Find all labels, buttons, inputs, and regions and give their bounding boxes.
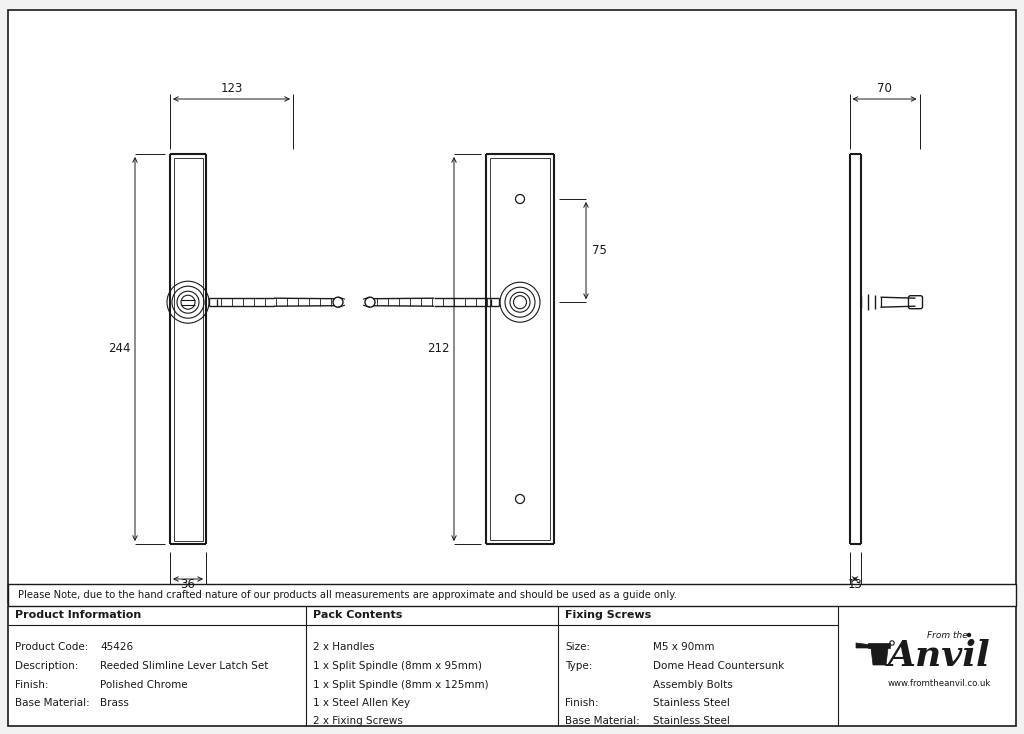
Text: Base Material:: Base Material: [565, 716, 640, 727]
Text: 13: 13 [848, 578, 862, 591]
Text: 2 x Handles: 2 x Handles [313, 642, 375, 653]
Text: Description:: Description: [15, 661, 79, 671]
Text: 1 x Split Spindle (8mm x 95mm): 1 x Split Spindle (8mm x 95mm) [313, 661, 482, 671]
Text: Pack Contents: Pack Contents [313, 611, 402, 620]
Text: Polished Chrome: Polished Chrome [100, 680, 187, 689]
Text: Reeded Slimline Lever Latch Set: Reeded Slimline Lever Latch Set [100, 661, 268, 671]
Text: Finish:: Finish: [565, 698, 598, 708]
Circle shape [515, 195, 524, 203]
Text: From the: From the [927, 631, 968, 641]
Text: 123: 123 [220, 82, 243, 95]
Text: 2 x Fixing Screws: 2 x Fixing Screws [313, 716, 402, 727]
Text: 70: 70 [878, 82, 892, 95]
Polygon shape [868, 643, 890, 648]
Text: Type:: Type: [565, 661, 592, 671]
FancyBboxPatch shape [908, 296, 923, 309]
Text: Fixing Screws: Fixing Screws [565, 611, 651, 620]
Bar [8, 584, 1016, 606]
Text: 36: 36 [180, 578, 196, 591]
Circle shape [333, 297, 343, 308]
Circle shape [365, 297, 375, 308]
Text: 1 x Split Spindle (8mm x 125mm): 1 x Split Spindle (8mm x 125mm) [313, 680, 488, 689]
Bar [8, 606, 1016, 726]
Text: Size:: Size: [565, 642, 590, 653]
Text: Product Code:: Product Code: [15, 642, 88, 653]
Text: Assembly Bolts: Assembly Bolts [653, 680, 733, 689]
Polygon shape [856, 643, 872, 648]
Text: Product Information: Product Information [15, 611, 141, 620]
Text: M5 x 90mm: M5 x 90mm [653, 642, 715, 653]
Text: Stainless Steel: Stainless Steel [653, 716, 730, 727]
Text: Finish:: Finish: [15, 680, 48, 689]
Circle shape [968, 633, 971, 636]
Circle shape [515, 495, 524, 504]
Text: Stainless Steel: Stainless Steel [653, 698, 730, 708]
Polygon shape [871, 648, 888, 665]
Text: Anvil: Anvil [888, 639, 990, 673]
Text: 1 x Steel Allen Key: 1 x Steel Allen Key [313, 698, 411, 708]
Text: 75: 75 [592, 244, 607, 257]
Text: Please Note, due to the hand crafted nature of our products all measurements are: Please Note, due to the hand crafted nat… [18, 590, 677, 600]
Text: Base Material:: Base Material: [15, 698, 90, 708]
Text: www.fromtheanvil.co.uk: www.fromtheanvil.co.uk [888, 680, 990, 688]
Text: Brass: Brass [100, 698, 129, 708]
Text: 45426: 45426 [100, 642, 133, 653]
Bar [8, 10, 1016, 604]
Text: 244: 244 [109, 343, 131, 355]
Text: Dome Head Countersunk: Dome Head Countersunk [653, 661, 784, 671]
Text: 212: 212 [427, 343, 450, 355]
